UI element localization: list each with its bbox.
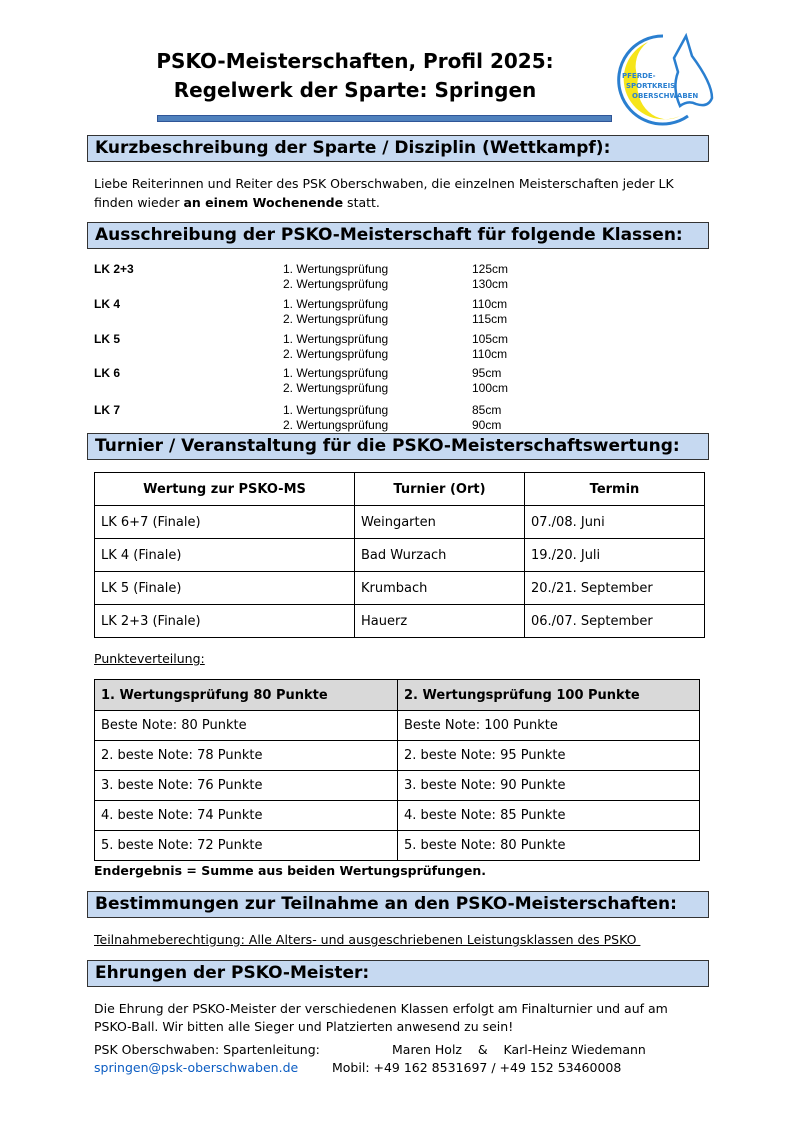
table-row: LK 4 (Finale) Bad Wurzach 19./20. Juli: [94, 538, 705, 572]
test-label: 2. Wertungsprüfung: [283, 381, 389, 395]
punkteverteilung-label: Punkteverteilung:: [94, 651, 205, 666]
class-label: LK 2+3: [94, 262, 134, 276]
intro-line-2: finden wieder an einem Wochenende statt.: [94, 195, 380, 210]
height-value: 125cm: [472, 262, 509, 276]
ehrungen-line-1: Die Ehrung der PSKO-Meister der verschie…: [94, 1001, 668, 1016]
footer-names: Maren Holz & Karl-Heinz Wiedemann: [392, 1042, 646, 1057]
height-value: 85cm: [472, 403, 502, 417]
svg-text:OBERSCHWABEN: OBERSCHWABEN: [632, 92, 698, 100]
test-label: 1. Wertungsprüfung: [283, 403, 389, 417]
test-label: 1. Wertungsprüfung: [283, 297, 389, 311]
height-value: 130cm: [472, 277, 509, 291]
table-cell: 07./08. Juni: [524, 505, 705, 539]
section-header-bestimmungen: Bestimmungen zur Teilnahme an den PSKO-M…: [87, 891, 709, 918]
table-cell: LK 4 (Finale): [94, 538, 355, 572]
table-cell: 5. beste Note: 80 Punkte: [397, 830, 700, 861]
footer-phone: Mobil: +49 162 8531697 / +49 152 5346000…: [332, 1060, 622, 1075]
svg-text:PFERDE-: PFERDE-: [622, 72, 656, 80]
class-label: LK 7: [94, 403, 121, 417]
table-cell: Beste Note: 80 Punkte: [94, 710, 398, 741]
table-cell: 5. beste Note: 72 Punkte: [94, 830, 398, 861]
table-cell: LK 6+7 (Finale): [94, 505, 355, 539]
test-label: 1. Wertungsprüfung: [283, 332, 389, 346]
table-row: 3. beste Note: 76 Punkte 3. beste Note: 9…: [94, 770, 700, 801]
table-row: Beste Note: 80 Punkte Beste Note: 100 Pun…: [94, 710, 700, 741]
title-line-2: Regelwerk der Sparte: Springen: [173, 78, 537, 102]
svg-text:SPORTKREIS: SPORTKREIS: [626, 82, 675, 90]
title-underline: [157, 115, 612, 122]
title-line-1: PSKO-Meisterschaften, Profil 2025:: [156, 49, 554, 73]
psko-logo: PFERDE- SPORTKREIS OBERSCHWABEN: [617, 32, 714, 126]
test-label: 2. Wertungsprüfung: [283, 347, 389, 361]
height-value: 115cm: [472, 312, 508, 326]
table-cell: Beste Note: 100 Punkte: [397, 710, 700, 741]
table-cell: Krumbach: [354, 571, 525, 605]
class-label: LK 4: [94, 297, 121, 311]
table-cell: 2. beste Note: 78 Punkte: [94, 740, 398, 771]
table-row: 5. beste Note: 72 Punkte 5. beste Note: 8…: [94, 830, 700, 861]
table-cell: Bad Wurzach: [354, 538, 525, 572]
height-value: 110cm: [472, 347, 508, 361]
class-label: LK 5: [94, 332, 121, 346]
column-header: 1. Wertungsprüfung 80 Punkte: [94, 679, 398, 711]
table-cell: 2. beste Note: 95 Punkte: [397, 740, 700, 771]
table-cell: LK 5 (Finale): [94, 571, 355, 605]
column-header: Wertung zur PSKO-MS: [94, 472, 355, 506]
test-label: 2. Wertungsprüfung: [283, 418, 389, 432]
table-row: 2. beste Note: 78 Punkte 2. beste Note: 9…: [94, 740, 700, 771]
section-header-ehrungen: Ehrungen der PSKO-Meister:: [87, 960, 709, 987]
table-row: 4. beste Note: 74 Punkte 4. beste Note: 8…: [94, 800, 700, 831]
class-label: LK 6: [94, 366, 121, 380]
teilnahme-text: Teilnahmeberechtigung: Alle Alters- und …: [94, 932, 641, 947]
points-table: 1. Wertungsprüfung 80 Punkte 2. Wertungsp…: [94, 679, 700, 861]
height-value: 95cm: [472, 366, 502, 380]
table-cell: Hauerz: [354, 604, 525, 638]
text: finden wieder: [94, 195, 184, 210]
intro-line-1: Liebe Reiterinnen und Reiter des PSK Obe…: [94, 176, 674, 191]
table-cell: 3. beste Note: 90 Punkte: [397, 770, 700, 801]
test-label: 2. Wertungsprüfung: [283, 312, 389, 326]
table-cell: 3. beste Note: 76 Punkte: [94, 770, 398, 801]
bold-text: an einem Wochenende: [183, 195, 344, 210]
table-cell: 19./20. Juli: [524, 538, 705, 572]
height-value: 105cm: [472, 332, 509, 346]
table-cell: 4. beste Note: 85 Punkte: [397, 800, 700, 831]
table-cell: 06./07. September: [524, 604, 705, 638]
test-label: 1. Wertungsprüfung: [283, 262, 389, 276]
section-header-kurzbeschreibung: Kurzbeschreibung der Sparte / Disziplin …: [87, 135, 709, 162]
table-row: LK 6+7 (Finale) Weingarten 07./08. Juni: [94, 505, 705, 539]
tournament-table: Wertung zur PSKO-MS Turnier (Ort) Termin L…: [94, 472, 705, 638]
column-header: Turnier (Ort): [354, 472, 525, 506]
column-header: Termin: [524, 472, 705, 506]
text: statt.: [343, 195, 380, 210]
height-value: 110cm: [472, 297, 508, 311]
footer-org: PSK Oberschwaben: Spartenleitung:: [94, 1042, 320, 1057]
endergebnis-note: Endergebnis = Summe aus beiden Wertungsp…: [94, 863, 486, 878]
test-label: 1. Wertungsprüfung: [283, 366, 389, 380]
ehrungen-line-2: PSKO-Ball. Wir bitten alle Sieger und Pl…: [94, 1019, 514, 1034]
section-header-turnier: Turnier / Veranstaltung für die PSKO-Mei…: [87, 433, 709, 460]
test-label: 2. Wertungsprüfung: [283, 277, 389, 291]
table-cell: 4. beste Note: 74 Punkte: [94, 800, 398, 831]
table-cell: 20./21. September: [524, 571, 705, 605]
table-row: LK 2+3 (Finale) Hauerz 06./07. September: [94, 604, 705, 638]
column-header: 2. Wertungsprüfung 100 Punkte: [397, 679, 700, 711]
section-header-ausschreibung: Ausschreibung der PSKO-Meisterschaft für…: [87, 222, 709, 249]
table-cell: LK 2+3 (Finale): [94, 604, 355, 638]
height-value: 100cm: [472, 381, 509, 395]
table-cell: Weingarten: [354, 505, 525, 539]
table-row: LK 5 (Finale) Krumbach 20./21. September: [94, 571, 705, 605]
height-value: 90cm: [472, 418, 502, 432]
email-link[interactable]: springen@psk-oberschwaben.de: [94, 1060, 299, 1075]
